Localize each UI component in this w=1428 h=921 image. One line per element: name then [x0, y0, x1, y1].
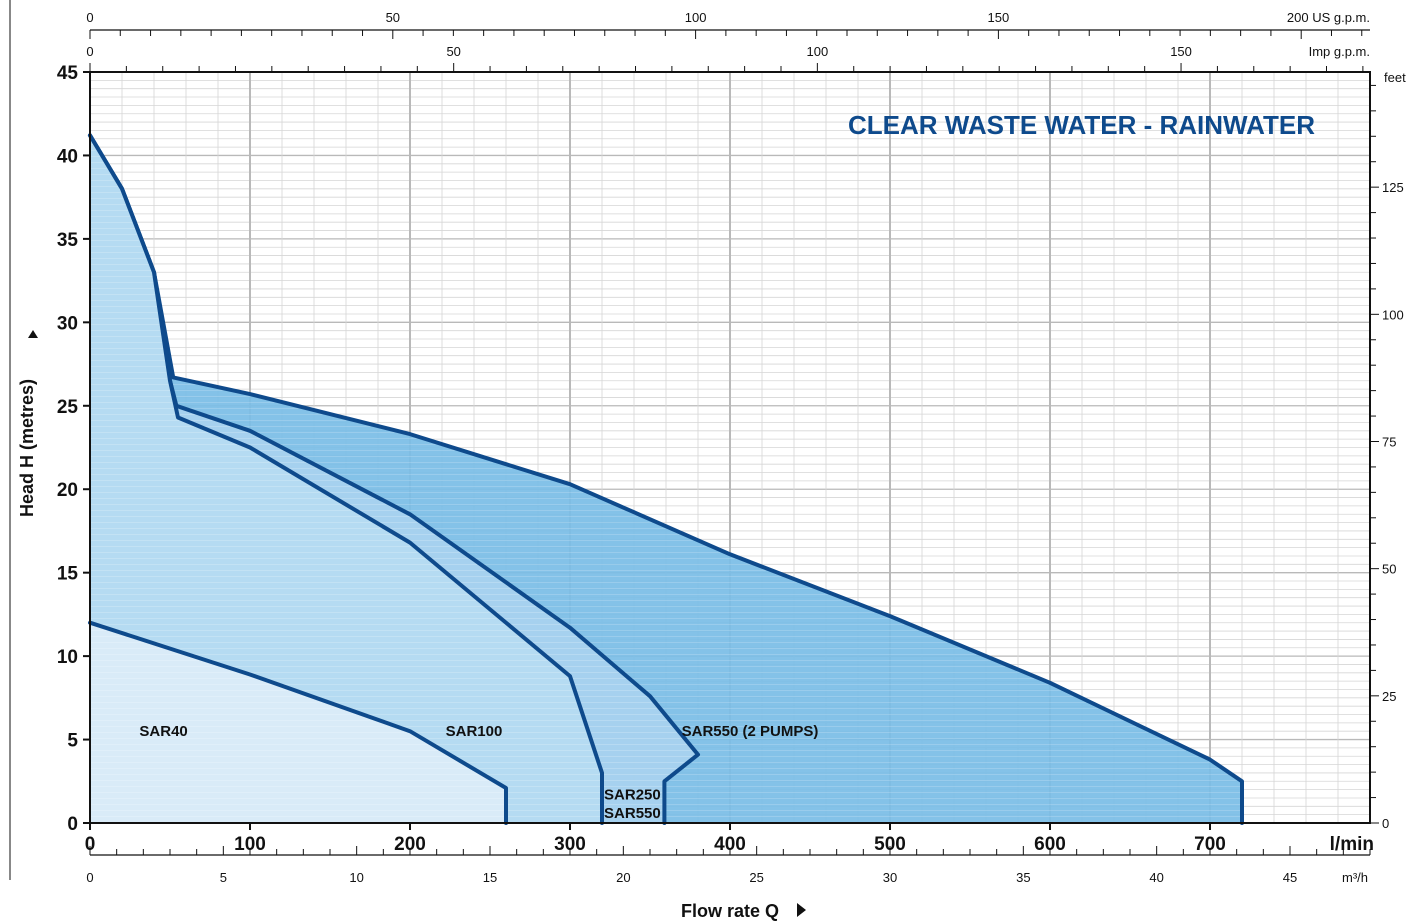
impgpm-tick-label: 50: [446, 44, 460, 59]
m3h-tick-label: 10: [349, 870, 363, 885]
m3h-tick-label: 25: [749, 870, 763, 885]
series-line-3: [88, 620, 508, 825]
usgpm-unit-label: 200 US g.p.m.: [1287, 10, 1370, 25]
y-tick-label: 0: [67, 814, 78, 835]
series-label-sar250: SAR250: [604, 787, 661, 804]
feet-tick-label: 125: [1382, 180, 1404, 195]
y-tick-label: 25: [57, 397, 79, 418]
impgpm-tick-label: 150: [1170, 44, 1192, 59]
x-tick-label: 500: [874, 834, 906, 855]
feet-unit-label: feet: [1384, 70, 1406, 85]
feet-tick-label: 75: [1382, 434, 1396, 449]
y-tick-label: 15: [57, 564, 79, 585]
x-tick-label: 400: [714, 834, 746, 855]
m3h-tick-label: 20: [616, 870, 630, 885]
series-line-2: [88, 133, 604, 825]
series-hatch-3: [90, 622, 506, 823]
y-tick-label: 35: [57, 230, 79, 251]
x-tick-label: 300: [554, 834, 586, 855]
m3h-tick-label: 45: [1283, 870, 1297, 885]
series-label-sar550-2pumps: SAR550 (2 PUMPS): [682, 723, 819, 740]
y-tick-label: 45: [57, 63, 79, 84]
usgpm-tick-label: 100: [685, 10, 707, 25]
x-tick-label: 100: [234, 834, 266, 855]
y-tick-label: 30: [57, 313, 78, 334]
series-label-sar100: SAR100: [446, 723, 503, 740]
x-axis-title: Flow rate Q: [681, 901, 806, 921]
chart-title: CLEAR WASTE WATER - RAINWATER: [848, 110, 1315, 140]
series-label-sar550: SAR550: [604, 805, 661, 822]
feet-tick-label: 25: [1382, 689, 1396, 704]
usgpm-tick-label: 50: [386, 10, 400, 25]
m3h-unit-label: m³/h: [1342, 870, 1368, 885]
series-hatch-2: [90, 135, 602, 823]
m3h-tick-label: 5: [220, 870, 227, 885]
y-tick-label: 5: [67, 731, 78, 752]
m3h-tick-label: 35: [1016, 870, 1030, 885]
x-tick-label: 600: [1034, 834, 1066, 855]
series-areas: [88, 133, 1244, 825]
x-tick-label: 200: [394, 834, 426, 855]
y-axis-title: Head H (metres): [17, 330, 38, 517]
x-tick-label: 700: [1194, 834, 1226, 855]
m3h-tick-label: 40: [1149, 870, 1163, 885]
impgpm-tick-label: 0: [86, 44, 93, 59]
impgpm-tick-label: 100: [807, 44, 829, 59]
m3h-tick-label: 30: [883, 870, 897, 885]
feet-tick-label: 0: [1382, 816, 1389, 831]
x-unit-label: l/min: [1330, 834, 1374, 855]
svg-text:Flow rate Q: Flow rate Q: [681, 901, 779, 921]
impgpm-unit-label: Imp g.p.m.: [1309, 44, 1370, 59]
usgpm-tick-label: 0: [86, 10, 93, 25]
y-tick-label: 20: [57, 480, 78, 501]
y-tick-label: 10: [57, 647, 78, 668]
m3h-tick-label: 15: [483, 870, 497, 885]
y-tick-label: 40: [57, 146, 78, 167]
feet-tick-label: 100: [1382, 307, 1404, 322]
x-axis-arrow-icon: [797, 903, 806, 917]
y-axis-arrow-icon: [28, 330, 38, 338]
series-label-sar40: SAR40: [139, 723, 187, 740]
m3h-tick-label: 0: [86, 870, 93, 885]
feet-tick-label: 50: [1382, 562, 1396, 577]
x-tick-label: 0: [85, 834, 96, 855]
usgpm-tick-label: 150: [988, 10, 1010, 25]
svg-text:Head H (metres): Head H (metres): [17, 379, 37, 517]
